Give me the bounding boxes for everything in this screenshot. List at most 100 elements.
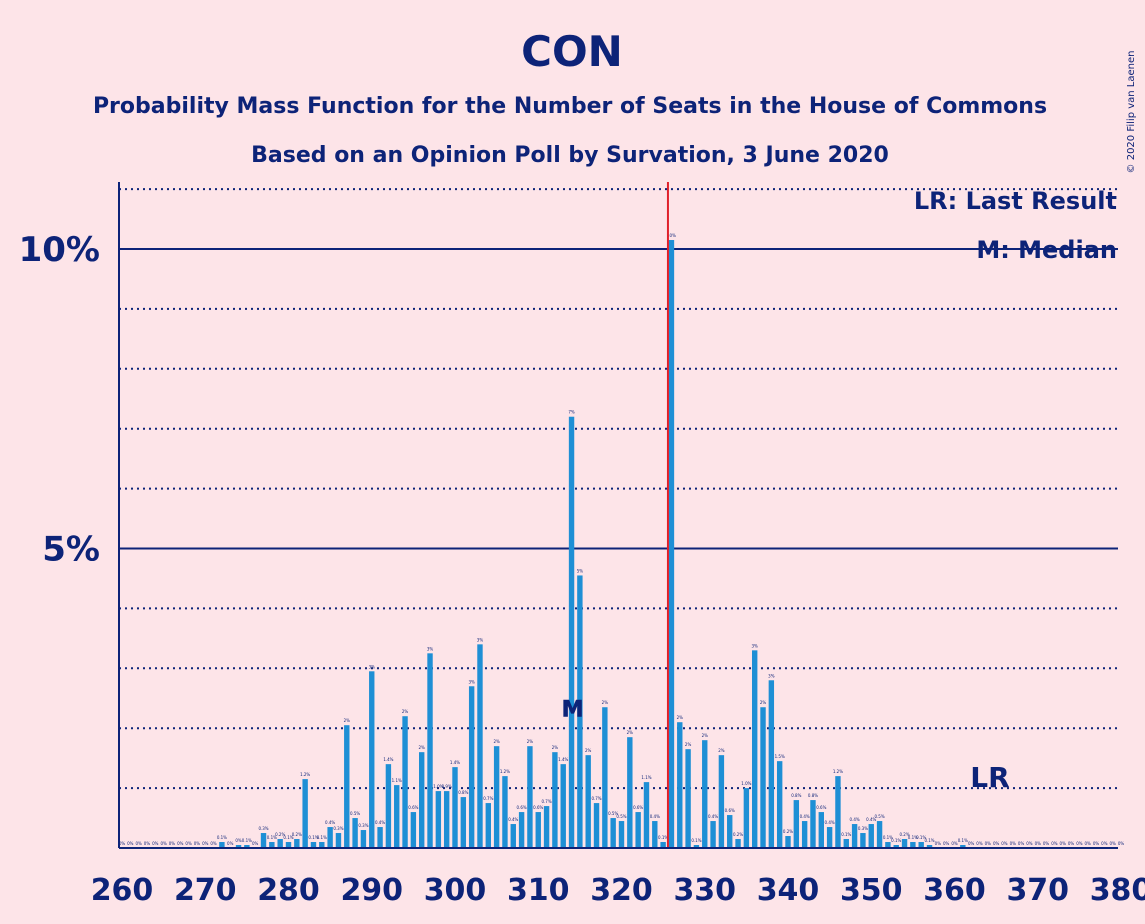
copyright-note: © 2020 Filip van Laenen	[1126, 51, 1137, 174]
bar-seat-308	[518, 812, 525, 848]
bar-seat-321	[627, 737, 633, 848]
bar-label-323: 1.1%	[641, 775, 651, 780]
bar-seat-342	[801, 821, 808, 848]
y-tick-labels: 5% 10%	[19, 230, 100, 570]
bar-label-343: 0.8%	[808, 793, 818, 798]
bar-label-263: 0%	[144, 841, 151, 846]
bar-label-264: 0%	[152, 841, 159, 846]
bar-seat-282	[302, 779, 308, 848]
bar-seat-305	[493, 746, 500, 848]
bar-seat-330	[702, 740, 708, 848]
bar-label-295: 0.6%	[408, 805, 418, 810]
bar-seat-296	[419, 752, 425, 848]
x-tick-label: 360	[923, 873, 986, 908]
bar-seat-345	[826, 827, 833, 848]
bar-seat-337	[760, 707, 766, 848]
bar-label-375: 0%	[1076, 841, 1083, 846]
bar-seat-274	[235, 845, 242, 848]
bar-seat-306	[502, 776, 508, 848]
bar-label-330: 2%	[702, 733, 709, 738]
bar-label-368: 0%	[1018, 841, 1025, 846]
bar-label-341: 0.8%	[791, 793, 801, 798]
bar-label-289: 0.3%	[358, 823, 368, 828]
bar-label-314: 7%	[568, 410, 575, 415]
bar-label-359: 0%	[943, 841, 950, 846]
bar-seat-347	[843, 839, 849, 848]
bar-label-311: 0.7%	[541, 799, 551, 804]
bar-label-356: 0.1%	[916, 835, 926, 840]
bar-label-281: 0.2%	[292, 832, 302, 837]
bar-seat-294	[402, 716, 408, 848]
bar-label-358: 0%	[935, 841, 942, 846]
x-tick-label: 370	[1006, 873, 1069, 908]
bar-label-367: 0%	[1010, 841, 1017, 846]
bar-label-347: 0.1%	[841, 832, 851, 837]
bar-seat-352	[885, 842, 891, 848]
bar-seat-311	[543, 806, 550, 848]
bar-label-302: 3%	[468, 679, 475, 684]
bar-label-372: 0%	[1051, 841, 1058, 846]
x-tick-labels: 260 270 280 290 300 310 320 330 340 350 360 370 380	[91, 873, 1145, 908]
bar-seat-340	[785, 836, 791, 848]
bar-seat-290	[369, 671, 375, 848]
bar-seat-303	[477, 644, 483, 848]
bar-label-355: 0.1%	[908, 835, 918, 840]
bar-label-280: 0.1%	[283, 835, 293, 840]
bar-seat-339	[776, 761, 783, 848]
bar-label-325: 0.1%	[658, 835, 668, 840]
bar-seat-284	[319, 842, 325, 848]
chart-subtitle: Probability Mass Function for the Number…	[93, 94, 1047, 119]
x-tick-label: 330	[673, 873, 736, 908]
bar-seat-309	[527, 746, 533, 848]
bar-seat-312	[552, 752, 558, 848]
bar-label-342: 0.4%	[800, 814, 810, 819]
x-tick-label: 340	[757, 873, 820, 908]
bar-seat-324	[652, 821, 658, 848]
bar-seat-275	[244, 845, 250, 848]
bar-seat-326	[668, 240, 675, 848]
gridlines	[119, 188, 1118, 790]
bar-label-379: 0%	[1109, 841, 1116, 846]
bar-label-294: 2%	[402, 709, 409, 714]
bar-label-313: 1.4%	[558, 757, 568, 762]
bar-label-339: 1.5%	[775, 754, 785, 759]
bar-label-297: 3%	[427, 646, 434, 651]
chart-title: CON	[521, 27, 623, 76]
bar-labels: 0% 0% 0% 0% 0% 0% 0% 0% 0% 0% 0% 0%0.1%0%0% 0.1%0%0.…	[119, 233, 1125, 846]
bar-label-337: 2%	[760, 700, 767, 705]
bar-label-283: 0.1%	[308, 835, 318, 840]
bar-seat-314	[568, 416, 575, 848]
bar-label-301: 0.8%	[458, 790, 468, 795]
bar-label-285: 0.4%	[325, 820, 335, 825]
bar-label-284: 0.1%	[317, 835, 327, 840]
bar-seat-272	[219, 842, 225, 848]
bar-seat-357	[926, 845, 933, 848]
bar-label-266: 0%	[169, 841, 176, 846]
bar-seat-336	[752, 650, 758, 848]
bar-seat-343	[810, 800, 816, 848]
bar-label-274: 0%	[235, 838, 242, 843]
bar-label-293: 1.1%	[392, 778, 402, 783]
bar-seat-300	[452, 767, 458, 848]
bar-seat-356	[918, 842, 924, 848]
median-marker: M	[562, 698, 584, 723]
bar-label-288: 0.5%	[350, 811, 360, 816]
x-tick-label: 270	[174, 873, 237, 908]
bar-seat-349	[860, 833, 866, 848]
bar-seat-332	[718, 755, 725, 848]
bar-seat-315	[577, 575, 583, 848]
bar-label-275: 0.1%	[242, 838, 252, 843]
bar-label-369: 0%	[1026, 841, 1033, 846]
bar-label-332: 2%	[718, 748, 725, 753]
bar-label-327: 2%	[677, 715, 684, 720]
bar-label-315: 5%	[577, 568, 584, 573]
bar-seat-353	[893, 845, 899, 848]
bar-label-351: 0.5%	[874, 814, 884, 819]
bar-label-291: 0.4%	[375, 820, 385, 825]
bar-label-310: 0.6%	[533, 805, 543, 810]
bar-seat-299	[443, 791, 450, 848]
bar-seat-297	[427, 653, 433, 848]
bar-seat-317	[593, 803, 600, 848]
bar-seat-327	[677, 722, 683, 848]
bar-label-269: 0%	[194, 841, 201, 846]
